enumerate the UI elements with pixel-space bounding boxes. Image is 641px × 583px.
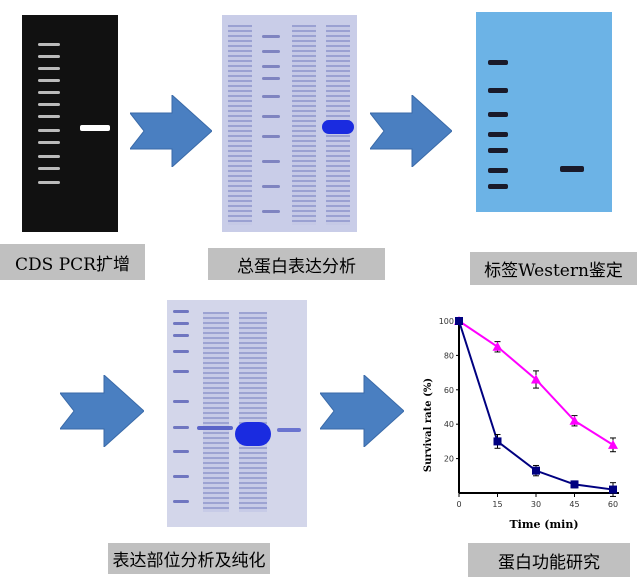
ladder-band: [38, 129, 60, 132]
ladder-band: [488, 148, 508, 153]
y-tick-label: 100: [439, 317, 454, 326]
ladder-band: [262, 115, 280, 118]
ladder-band: [38, 91, 60, 94]
step-label-pcr: CDS PCR扩增: [0, 244, 145, 280]
ladder-band: [173, 426, 189, 429]
ladder-band: [488, 132, 508, 137]
ladder-band: [38, 155, 60, 158]
x-tick-label: 45: [569, 500, 579, 509]
ladder-band: [262, 50, 280, 53]
ladder-band: [38, 67, 60, 70]
y-tick-label: 20: [444, 455, 454, 464]
y-tick-label: 80: [444, 351, 454, 360]
arrow-right-icon: [130, 95, 212, 167]
data-point: [608, 439, 618, 449]
ladder-band: [173, 500, 189, 503]
x-tick-label: 0: [456, 500, 461, 509]
ladder-band: [262, 35, 280, 38]
ladder-band: [488, 112, 508, 117]
purification-gel-image: [167, 300, 307, 527]
ladder-band: [262, 65, 280, 68]
data-point: [569, 415, 580, 425]
arrow-right-icon: [320, 375, 404, 447]
data-point: [609, 485, 617, 494]
survival-chart: Survival rate (%) Time (min) 0 15 30 45 60 20…: [423, 316, 619, 531]
y-tick-label: 40: [444, 420, 454, 429]
pcr-band: [80, 125, 110, 131]
ladder-band: [262, 135, 280, 138]
step-label-total-protein: 总蛋白表达分析: [208, 248, 385, 280]
series-line: [458, 320, 614, 491]
ladder-band: [173, 310, 189, 313]
y-axis-label: Survival rate (%): [423, 378, 434, 472]
ladder-band: [38, 115, 60, 118]
y-tick-label: 60: [444, 386, 454, 395]
ladder-band: [38, 55, 60, 58]
data-point: [531, 374, 541, 384]
ladder-band: [38, 181, 60, 184]
ladder-band: [173, 322, 189, 325]
ladder-band: [173, 334, 189, 337]
total-protein-gel-image: [222, 15, 357, 232]
ladder-band: [173, 400, 189, 403]
pcr-gel-image: [22, 15, 118, 232]
arrow-right-icon: [370, 95, 452, 167]
step-label-purification: 表达部位分析及纯化: [108, 543, 270, 574]
ladder-band: [173, 450, 189, 453]
ladder-band: [38, 79, 60, 82]
ladder-band: [262, 160, 280, 163]
ladder-band: [488, 168, 508, 173]
x-tick-label: 60: [608, 500, 618, 509]
data-point: [570, 480, 579, 489]
x-axis-label: Time (min): [509, 518, 578, 531]
ladder-band: [488, 184, 508, 189]
ladder-band: [173, 475, 189, 478]
ladder-band: [262, 185, 280, 188]
arrow-right-icon: [60, 375, 144, 447]
ladder-band: [173, 350, 189, 353]
ladder-band: [488, 88, 508, 93]
step-label-western: 标签Western鉴定: [470, 252, 637, 285]
western-blot-image: [476, 12, 612, 212]
ladder-band: [262, 77, 280, 80]
ladder-band: [38, 103, 60, 106]
data-point: [492, 341, 503, 351]
ladder-band: [38, 167, 60, 170]
ladder-band: [38, 141, 60, 144]
data-point: [455, 317, 463, 325]
ladder-band: [262, 95, 280, 98]
data-point: [532, 466, 540, 475]
x-tick-label: 30: [531, 500, 541, 509]
ladder-band: [488, 60, 508, 65]
ladder-band: [173, 370, 189, 373]
ladder-band: [262, 210, 280, 213]
data-point: [493, 437, 502, 446]
ladder-band: [38, 43, 60, 46]
step-label-function: 蛋白功能研究: [468, 543, 630, 577]
x-tick-label: 15: [492, 500, 502, 509]
